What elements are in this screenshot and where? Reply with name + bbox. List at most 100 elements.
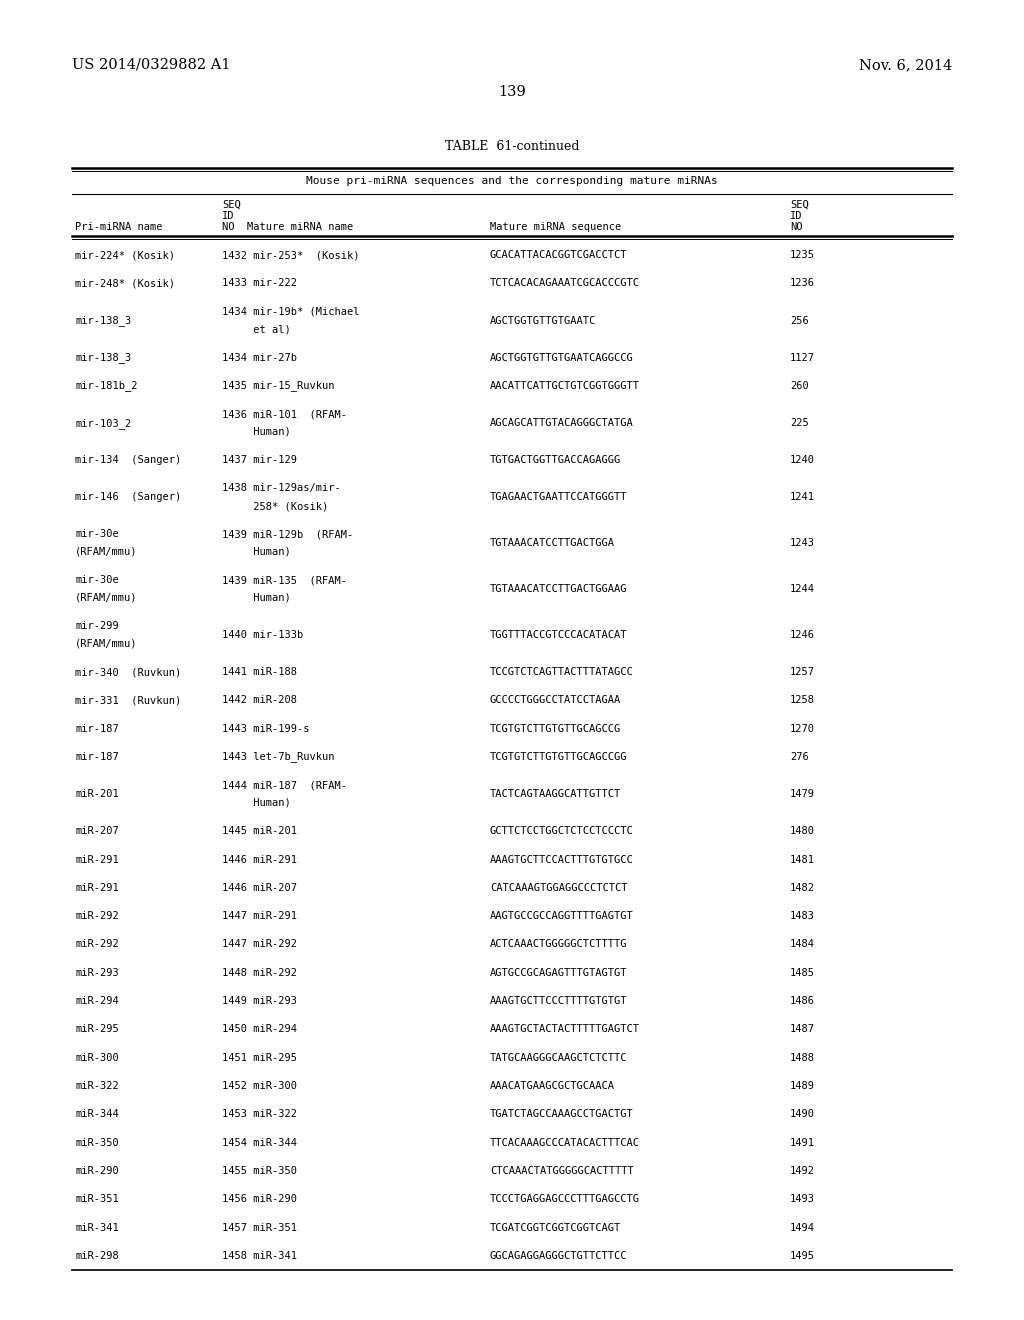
Text: 1436 miR-101  (RFAM-: 1436 miR-101 (RFAM-: [222, 409, 347, 420]
Text: mir-331  (Ruvkun): mir-331 (Ruvkun): [75, 696, 181, 705]
Text: 1451 miR-295: 1451 miR-295: [222, 1052, 297, 1063]
Text: miR-207: miR-207: [75, 826, 119, 837]
Text: miR-292: miR-292: [75, 911, 119, 921]
Text: mir-30e: mir-30e: [75, 529, 119, 540]
Text: AAGTGCCGCCAGGTTTTGAGTGT: AAGTGCCGCCAGGTTTTGAGTGT: [490, 911, 634, 921]
Text: 1455 miR-350: 1455 miR-350: [222, 1166, 297, 1176]
Text: et al): et al): [222, 325, 291, 334]
Text: mir-187: mir-187: [75, 723, 119, 734]
Text: 1479: 1479: [790, 789, 815, 799]
Text: 1438 mir-129as/mir-: 1438 mir-129as/mir-: [222, 483, 341, 494]
Text: TGTAAACATCCTTGACTGGA: TGTAAACATCCTTGACTGGA: [490, 539, 615, 548]
Text: 1443 let-7b_Ruvkun: 1443 let-7b_Ruvkun: [222, 751, 335, 763]
Text: ID: ID: [790, 211, 803, 220]
Text: 1449 miR-293: 1449 miR-293: [222, 997, 297, 1006]
Text: 1447 miR-292: 1447 miR-292: [222, 940, 297, 949]
Text: TCCGTCTCAGTTACTTTATAGCC: TCCGTCTCAGTTACTTTATAGCC: [490, 667, 634, 677]
Text: 1480: 1480: [790, 826, 815, 837]
Text: (RFAM/mmu): (RFAM/mmu): [75, 639, 137, 649]
Text: (RFAM/mmu): (RFAM/mmu): [75, 593, 137, 603]
Text: 1244: 1244: [790, 585, 815, 594]
Text: miR-344: miR-344: [75, 1109, 119, 1119]
Text: 1439 miR-135  (RFAM-: 1439 miR-135 (RFAM-: [222, 576, 347, 585]
Text: US 2014/0329882 A1: US 2014/0329882 A1: [72, 58, 230, 73]
Text: SEQ: SEQ: [222, 201, 241, 210]
Text: 1491: 1491: [790, 1138, 815, 1147]
Text: miR-322: miR-322: [75, 1081, 119, 1092]
Text: AGTGCCGCAGAGTTTGTAGTGT: AGTGCCGCAGAGTTTGTAGTGT: [490, 968, 628, 978]
Text: 1243: 1243: [790, 539, 815, 548]
Text: mir-299: mir-299: [75, 622, 119, 631]
Text: Pri-miRNA name: Pri-miRNA name: [75, 222, 163, 232]
Text: 1127: 1127: [790, 352, 815, 363]
Text: 1485: 1485: [790, 968, 815, 978]
Text: 1257: 1257: [790, 667, 815, 677]
Text: miR-294: miR-294: [75, 997, 119, 1006]
Text: 1450 miR-294: 1450 miR-294: [222, 1024, 297, 1035]
Text: miR-351: miR-351: [75, 1195, 119, 1204]
Text: 1489: 1489: [790, 1081, 815, 1092]
Text: AAACATGAAGCGCTGCAACA: AAACATGAAGCGCTGCAACA: [490, 1081, 615, 1092]
Text: NO  Mature miRNA name: NO Mature miRNA name: [222, 222, 353, 232]
Text: mir-181b_2: mir-181b_2: [75, 380, 137, 392]
Text: 1441 miR-188: 1441 miR-188: [222, 667, 297, 677]
Text: 276: 276: [790, 752, 809, 762]
Text: 256: 256: [790, 315, 809, 326]
Text: 1458 miR-341: 1458 miR-341: [222, 1251, 297, 1261]
Text: (RFAM/mmu): (RFAM/mmu): [75, 546, 137, 557]
Text: TGTGACTGGTTGACCAGAGGG: TGTGACTGGTTGACCAGAGGG: [490, 455, 622, 465]
Text: 1484: 1484: [790, 940, 815, 949]
Text: AGCTGGTGTTGTGAATC: AGCTGGTGTTGTGAATC: [490, 315, 596, 326]
Text: mir-187: mir-187: [75, 752, 119, 762]
Text: 1454 miR-344: 1454 miR-344: [222, 1138, 297, 1147]
Text: 1446 miR-291: 1446 miR-291: [222, 854, 297, 865]
Text: mir-103_2: mir-103_2: [75, 417, 131, 429]
Text: TGGTTTACCGTCCCACATACAT: TGGTTTACCGTCCCACATACAT: [490, 630, 628, 640]
Text: ID: ID: [222, 211, 234, 220]
Text: 1440 mir-133b: 1440 mir-133b: [222, 630, 303, 640]
Text: miR-300: miR-300: [75, 1052, 119, 1063]
Text: 1492: 1492: [790, 1166, 815, 1176]
Text: 1494: 1494: [790, 1222, 815, 1233]
Text: GGCAGAGGAGGGCTGTTCTTCC: GGCAGAGGAGGGCTGTTCTTCC: [490, 1251, 628, 1261]
Text: CTCAAACTATGGGGGCACTTTTT: CTCAAACTATGGGGGCACTTTTT: [490, 1166, 634, 1176]
Text: miR-201: miR-201: [75, 789, 119, 799]
Text: GCTTCTCCTGGCTCTCCTCCCTC: GCTTCTCCTGGCTCTCCTCCCTC: [490, 826, 634, 837]
Text: 1434 mir-19b* (Michael: 1434 mir-19b* (Michael: [222, 306, 359, 317]
Text: TGAGAACTGAATTCCATGGGTT: TGAGAACTGAATTCCATGGGTT: [490, 492, 628, 503]
Text: 1270: 1270: [790, 723, 815, 734]
Text: AAAGTGCTTCCCTTTTGTGTGT: AAAGTGCTTCCCTTTTGTGTGT: [490, 997, 628, 1006]
Text: 1481: 1481: [790, 854, 815, 865]
Text: 1456 miR-290: 1456 miR-290: [222, 1195, 297, 1204]
Text: 139: 139: [498, 84, 526, 99]
Text: AACATTCATTGCTGTCGGTGGGTT: AACATTCATTGCTGTCGGTGGGTT: [490, 381, 640, 391]
Text: miR-295: miR-295: [75, 1024, 119, 1035]
Text: mir-224* (Kosik): mir-224* (Kosik): [75, 251, 175, 260]
Text: TCGTGTCTTGTGTTGCAGCCGG: TCGTGTCTTGTGTTGCAGCCGG: [490, 752, 628, 762]
Text: 1258: 1258: [790, 696, 815, 705]
Text: CATCAAAGTGGAGGCCCTCTCT: CATCAAAGTGGAGGCCCTCTCT: [490, 883, 628, 892]
Text: 1495: 1495: [790, 1251, 815, 1261]
Text: Human): Human): [222, 546, 291, 557]
Text: TGTAAACATCCTTGACTGGAAG: TGTAAACATCCTTGACTGGAAG: [490, 585, 628, 594]
Text: ACTCAAACTGGGGGCTCTTTTG: ACTCAAACTGGGGGCTCTTTTG: [490, 940, 628, 949]
Text: 1486: 1486: [790, 997, 815, 1006]
Text: TTCACAAAGCCCATACACTTTCAC: TTCACAAAGCCCATACACTTTCAC: [490, 1138, 640, 1147]
Text: 1493: 1493: [790, 1195, 815, 1204]
Text: 1448 miR-292: 1448 miR-292: [222, 968, 297, 978]
Text: 1439 miR-129b  (RFAM-: 1439 miR-129b (RFAM-: [222, 529, 353, 540]
Text: NO: NO: [790, 222, 803, 232]
Text: miR-291: miR-291: [75, 854, 119, 865]
Text: AAAGTGCTTCCACTTTGTGTGCC: AAAGTGCTTCCACTTTGTGTGCC: [490, 854, 634, 865]
Text: miR-292: miR-292: [75, 940, 119, 949]
Text: 1445 miR-201: 1445 miR-201: [222, 826, 297, 837]
Text: 1483: 1483: [790, 911, 815, 921]
Text: TATGCAAGGGCAAGCTCTCTTC: TATGCAAGGGCAAGCTCTCTTC: [490, 1052, 628, 1063]
Text: GCACATTACACGGTCGACCTCT: GCACATTACACGGTCGACCTCT: [490, 251, 628, 260]
Text: miR-293: miR-293: [75, 968, 119, 978]
Text: mir-134  (Sanger): mir-134 (Sanger): [75, 455, 181, 465]
Text: TGATCTAGCCAAAGCCTGACTGT: TGATCTAGCCAAAGCCTGACTGT: [490, 1109, 634, 1119]
Text: 1241: 1241: [790, 492, 815, 503]
Text: GCCCCTGGGCCTATCCTAGAA: GCCCCTGGGCCTATCCTAGAA: [490, 696, 622, 705]
Text: miR-298: miR-298: [75, 1251, 119, 1261]
